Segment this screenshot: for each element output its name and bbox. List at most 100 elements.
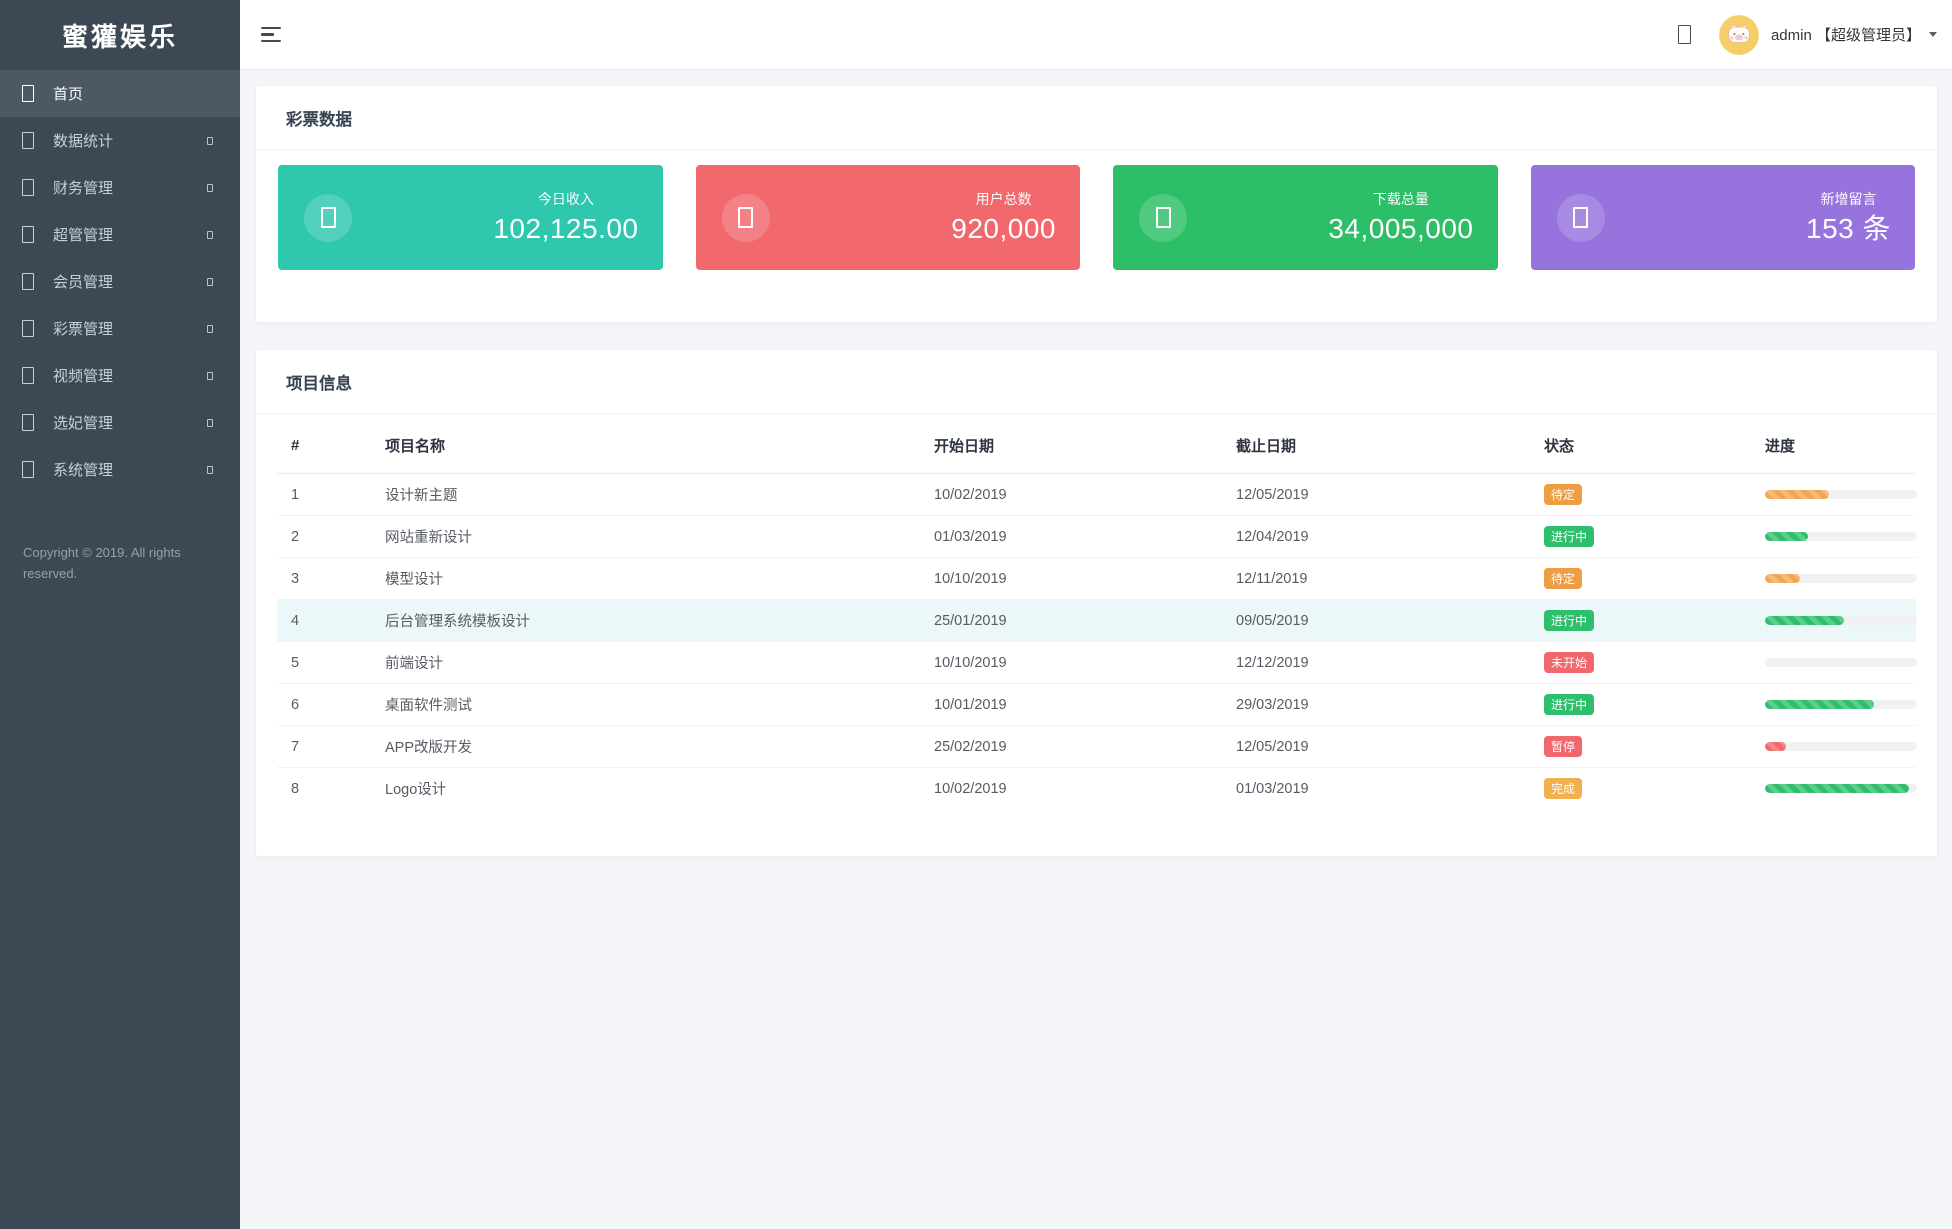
chevron-down-icon[interactable] bbox=[1929, 32, 1937, 37]
projects-table-wrap: # 项目名称 开始日期 截止日期 状态 进度 1 设计新主题 bbox=[256, 414, 1937, 856]
cell-name: 模型设计 bbox=[371, 557, 920, 600]
table-row: 1 设计新主题 10/02/2019 12/05/2019 待定 bbox=[277, 474, 1917, 516]
cell-num: 7 bbox=[277, 725, 371, 768]
sidebar-item-label: 彩票管理 bbox=[53, 321, 114, 338]
col-header-end: 截止日期 bbox=[1222, 414, 1530, 474]
stat-card-text: 新增留言 153 条 bbox=[1806, 189, 1891, 245]
sidebar-item-lottery[interactable]: 彩票管理 bbox=[0, 305, 240, 352]
chevron-placeholder-icon bbox=[207, 324, 213, 333]
status-badge: 进行中 bbox=[1544, 610, 1595, 631]
progress-bar bbox=[1765, 784, 1917, 794]
table-row: 4 后台管理系统模板设计 25/01/2019 09/05/2019 进行中 bbox=[277, 599, 1917, 642]
sidebar-item-home[interactable]: 首页 bbox=[0, 70, 240, 117]
stat-card-text: 用户总数 920,000 bbox=[951, 189, 1056, 245]
stat-card-icon-circle bbox=[1139, 193, 1187, 242]
cell-status: 完成 bbox=[1530, 767, 1751, 810]
stat-card-messages: 新增留言 153 条 bbox=[1530, 165, 1915, 270]
sidebar-item-system[interactable]: 系统管理 bbox=[0, 446, 240, 493]
sidebar-item-xuanfei[interactable]: 选妃管理 bbox=[0, 399, 240, 446]
cell-start: 10/02/2019 bbox=[920, 767, 1222, 810]
cell-start: 25/01/2019 bbox=[920, 599, 1222, 642]
stat-card-users: 用户总数 920,000 bbox=[695, 165, 1080, 270]
user-menu-label[interactable]: admin 【超级管理员】 bbox=[1770, 27, 1921, 44]
cell-status: 待定 bbox=[1530, 474, 1751, 516]
copyright-text: Copyright © 2019. All rights reserved. bbox=[23, 545, 181, 581]
cell-name: 设计新主题 bbox=[385, 488, 458, 504]
cell-start: 10/02/2019 bbox=[934, 486, 1007, 503]
sidebar-item-label: 选妃管理 bbox=[53, 415, 114, 432]
table-header-row: # 项目名称 开始日期 截止日期 状态 进度 bbox=[277, 414, 1916, 474]
sidebar-item-label: 超管管理 bbox=[53, 227, 114, 244]
stat-card-value: 102,125.00 bbox=[493, 213, 639, 245]
cell-end: 09/05/2019 bbox=[1222, 599, 1530, 642]
stat-card-label: 用户总数 bbox=[975, 191, 1032, 208]
topbar: admin 【超级管理员】 bbox=[240, 0, 1952, 70]
cell-name: APP改版开发 bbox=[371, 725, 920, 768]
status-badge: 进行中 bbox=[1544, 526, 1595, 547]
sidebar-item-super-admin[interactable]: 超管管理 bbox=[0, 211, 240, 258]
placeholder-box-icon bbox=[22, 132, 34, 149]
stat-card-downloads: 下载总量 34,005,000 bbox=[1113, 165, 1498, 270]
sidebar-toggle-button[interactable] bbox=[261, 26, 283, 43]
sidebar-item-finance[interactable]: 财务管理 bbox=[0, 164, 240, 211]
stat-card-icon-circle bbox=[304, 193, 352, 242]
cell-progress bbox=[1751, 767, 1917, 810]
cell-end: 01/03/2019 bbox=[1222, 767, 1530, 810]
placeholder-box-icon bbox=[22, 85, 34, 102]
cell-progress bbox=[1751, 725, 1917, 768]
project-info-panel: 项目信息 # 项目名称 开始日期 截止日期 状态 进度 bbox=[255, 349, 1938, 857]
stat-card-icon-circle bbox=[721, 193, 770, 242]
sidebar-item-video[interactable]: 视频管理 bbox=[0, 352, 240, 399]
status-badge: 待定 bbox=[1544, 484, 1583, 505]
stat-card-value: 34,005,000 bbox=[1328, 213, 1474, 245]
cell-progress bbox=[1751, 641, 1917, 684]
col-header-start: 开始日期 bbox=[920, 414, 1222, 474]
chevron-placeholder-icon bbox=[207, 418, 213, 427]
progress-bar bbox=[1765, 490, 1917, 499]
cell-num: 4 bbox=[277, 599, 371, 642]
cell-start: 01/03/2019 bbox=[920, 515, 1222, 558]
stat-card-value: 153 条 bbox=[1806, 213, 1891, 245]
chevron-placeholder-icon bbox=[207, 183, 213, 192]
table-row: 5 前端设计 10/10/2019 12/12/2019 未开始 bbox=[277, 641, 1917, 684]
chevron-placeholder-icon bbox=[207, 277, 213, 286]
cell-end: 12/12/2019 bbox=[1222, 641, 1530, 684]
stat-card-text: 下载总量 34,005,000 bbox=[1328, 189, 1473, 245]
sidebar: 蜜獾娱乐 首页 数据统计 财务管理 超管管理 bbox=[0, 0, 240, 1229]
cell-name: 前端设计 bbox=[371, 641, 920, 684]
progress-bar bbox=[1765, 532, 1917, 541]
cell-status: 待定 bbox=[1530, 557, 1751, 600]
stat-card-value: 920,000 bbox=[951, 213, 1056, 245]
progress-fill bbox=[1765, 574, 1800, 583]
placeholder-box-icon bbox=[1677, 25, 1691, 44]
sidebar-item-members[interactable]: 会员管理 bbox=[0, 258, 240, 305]
status-badge: 进行中 bbox=[1544, 694, 1595, 715]
placeholder-box-icon bbox=[22, 273, 34, 290]
sidebar-item-data-stats[interactable]: 数据统计 bbox=[0, 117, 240, 164]
placeholder-box-icon bbox=[22, 226, 34, 243]
chevron-placeholder-icon bbox=[207, 371, 213, 380]
table-row: 3 模型设计 10/10/2019 12/11/2019 待定 bbox=[277, 557, 1917, 600]
col-header-progress: 进度 bbox=[1751, 414, 1916, 474]
col-header-name: 项目名称 bbox=[371, 414, 920, 474]
table-row: 7 APP改版开发 25/02/2019 12/05/2019 暂停 bbox=[277, 725, 1917, 768]
cell-status: 进行中 bbox=[1530, 515, 1751, 558]
page-content: 彩票数据 今日收入 102,125.00 用户总数 920,000 bbox=[240, 70, 1952, 1229]
placeholder-box-icon bbox=[1155, 207, 1171, 228]
pig-avatar-image bbox=[1718, 14, 1759, 55]
chevron-placeholder-icon bbox=[207, 136, 213, 145]
cell-num: 6 bbox=[277, 683, 371, 726]
user-avatar[interactable] bbox=[1718, 14, 1759, 55]
status-badge: 未开始 bbox=[1544, 652, 1595, 673]
cell-progress bbox=[1751, 683, 1917, 726]
topbar-action-button[interactable] bbox=[1668, 19, 1701, 50]
cell-num: 5 bbox=[277, 641, 371, 684]
cell-start: 10/01/2019 bbox=[920, 683, 1222, 726]
progress-bar bbox=[1765, 700, 1917, 709]
cell-status: 进行中 bbox=[1530, 599, 1751, 642]
cell-num: 8 bbox=[277, 767, 371, 810]
cell-end: 12/11/2019 bbox=[1222, 557, 1530, 600]
table-row: 8 Logo设计 10/02/2019 01/03/2019 完成 bbox=[277, 767, 1917, 810]
cell-end: 29/03/2019 bbox=[1222, 683, 1530, 726]
